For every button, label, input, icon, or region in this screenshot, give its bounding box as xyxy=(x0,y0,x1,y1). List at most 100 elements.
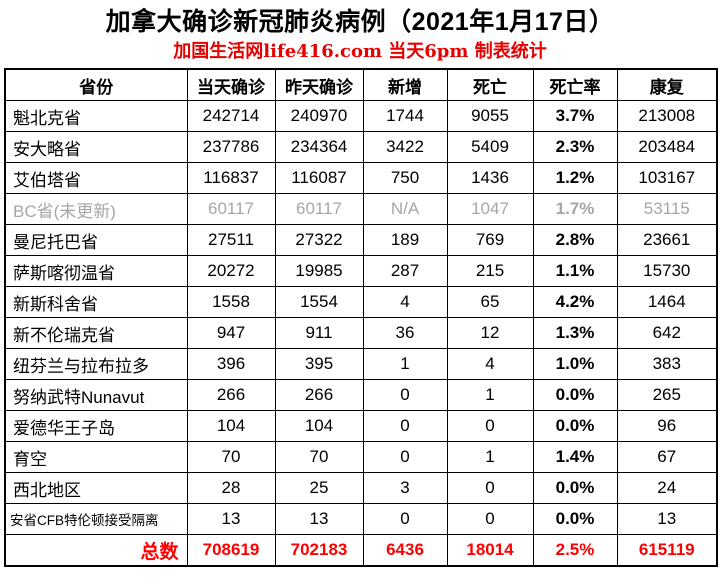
header-row: 省份 当天确诊 昨天确诊 新增 死亡 死亡率 康复 xyxy=(4,68,718,101)
cell-value: 5409 xyxy=(446,131,534,163)
table-row: 西北地区 28 25 3 0 0.0% 24 xyxy=(4,472,718,504)
cell-province: 曼尼托巴省 xyxy=(4,224,188,256)
column-header-1: 当天确诊 xyxy=(186,68,276,101)
cell-value: 27322 xyxy=(274,224,364,256)
cell-province: 总数 xyxy=(4,534,188,567)
cell-value: 0 xyxy=(362,441,448,473)
cell-value: 708619 xyxy=(186,534,276,567)
table-row: 安省CFB特伦顿接受隔离 13 13 0 0 0.0% 13 xyxy=(4,503,718,535)
cell-value: 6436 xyxy=(362,534,448,567)
covid-stats-table: 省份 当天确诊 昨天确诊 新增 死亡 死亡率 康复 魁北克省 242714 240970 1744… xyxy=(4,68,718,567)
cell-value: 615119 xyxy=(616,534,718,567)
cell-value: 242714 xyxy=(186,100,276,132)
cell-province: BC省(未更新) xyxy=(4,193,188,225)
cell-value: 23661 xyxy=(616,224,718,256)
cell-value: N/A xyxy=(362,193,448,225)
cell-province: 新不伦瑞克省 xyxy=(4,317,188,349)
cell-value: 396 xyxy=(186,348,276,380)
cell-value: 116087 xyxy=(274,162,364,194)
cell-value: 4.2% xyxy=(532,286,618,318)
cell-province: 新斯科舍省 xyxy=(4,286,188,318)
cell-value: 1047 xyxy=(446,193,534,225)
cell-value: 1.3% xyxy=(532,317,618,349)
cell-value: 9055 xyxy=(446,100,534,132)
cell-value: 1 xyxy=(362,348,448,380)
cell-value: 24 xyxy=(616,472,718,504)
cell-value: 60117 xyxy=(274,193,364,225)
cell-province: 安大略省 xyxy=(4,131,188,163)
column-header-4: 死亡 xyxy=(446,68,534,101)
cell-value: 0 xyxy=(362,410,448,442)
cell-value: 189 xyxy=(362,224,448,256)
cell-value: 769 xyxy=(446,224,534,256)
cell-value: 3.7% xyxy=(532,100,618,132)
cell-value: 1.7% xyxy=(532,193,618,225)
cell-value: 116837 xyxy=(186,162,276,194)
cell-value: 702183 xyxy=(274,534,364,567)
cell-value: 12 xyxy=(446,317,534,349)
cell-value: 13 xyxy=(616,503,718,535)
page-title: 加拿大确诊新冠肺炎病例（2021年1月17日） xyxy=(105,8,615,36)
cell-value: 240970 xyxy=(274,100,364,132)
cell-value: 0.0% xyxy=(532,472,618,504)
cell-value: 203484 xyxy=(616,131,718,163)
cell-value: 0 xyxy=(362,503,448,535)
table-row: 艾伯塔省 116837 116087 750 1436 1.2% 103167 xyxy=(4,162,718,194)
cell-value: 36 xyxy=(362,317,448,349)
cell-value: 750 xyxy=(362,162,448,194)
cell-value: 1436 xyxy=(446,162,534,194)
table-row: 萨斯喀彻温省 20272 19985 287 215 1.1% 15730 xyxy=(4,255,718,287)
cell-value: 287 xyxy=(362,255,448,287)
cell-value: 65 xyxy=(446,286,534,318)
cell-value: 3 xyxy=(362,472,448,504)
cell-value: 1.0% xyxy=(532,348,618,380)
cell-value: 0 xyxy=(362,379,448,411)
cell-value: 265 xyxy=(616,379,718,411)
cell-value: 60117 xyxy=(186,193,276,225)
cell-province: 爱德华王子岛 xyxy=(4,410,188,442)
column-header-2: 昨天确诊 xyxy=(274,68,364,101)
cell-value: 0.0% xyxy=(532,379,618,411)
cell-value: 96 xyxy=(616,410,718,442)
cell-value: 2.3% xyxy=(532,131,618,163)
cell-province: 纽芬兰与拉布拉多 xyxy=(4,348,188,380)
cell-value: 15730 xyxy=(616,255,718,287)
table-row: 育空 70 70 0 1 1.4% 67 xyxy=(4,441,718,473)
table-row: 曼尼托巴省 27511 27322 189 769 2.8% 23661 xyxy=(4,224,718,256)
cell-value: 213008 xyxy=(616,100,718,132)
cell-value: 0.0% xyxy=(532,503,618,535)
cell-value: 13 xyxy=(186,503,276,535)
cell-value: 0 xyxy=(446,472,534,504)
table-row: 新斯科舍省 1558 1554 4 65 4.2% 1464 xyxy=(4,286,718,318)
cell-province: 萨斯喀彻温省 xyxy=(4,255,188,287)
cell-value: 642 xyxy=(616,317,718,349)
cell-value: 1744 xyxy=(362,100,448,132)
cell-province: 努纳武特Nunavut xyxy=(4,379,188,411)
cell-value: 266 xyxy=(274,379,364,411)
cell-value: 27511 xyxy=(186,224,276,256)
cell-value: 2.8% xyxy=(532,224,618,256)
cell-value: 1464 xyxy=(616,286,718,318)
page-subtitle: 加国生活网life416.com 当天6pm 制表统计 xyxy=(173,41,547,62)
cell-value: 1.2% xyxy=(532,162,618,194)
table-row: 爱德华王子岛 104 104 0 0 0.0% 96 xyxy=(4,410,718,442)
column-header-3: 新增 xyxy=(362,68,448,101)
table-row: 总数 708619 702183 6436 18014 2.5% 615119 xyxy=(4,534,718,567)
cell-value: 25 xyxy=(274,472,364,504)
column-header-5: 死亡率 xyxy=(532,68,618,101)
cell-value: 20272 xyxy=(186,255,276,287)
cell-value: 1.4% xyxy=(532,441,618,473)
cell-value: 1 xyxy=(446,441,534,473)
column-header-0: 省份 xyxy=(4,68,188,101)
cell-value: 0 xyxy=(446,503,534,535)
cell-value: 2.5% xyxy=(532,534,618,567)
cell-value: 234364 xyxy=(274,131,364,163)
cell-value: 266 xyxy=(186,379,276,411)
cell-value: 383 xyxy=(616,348,718,380)
cell-value: 237786 xyxy=(186,131,276,163)
cell-value: 53115 xyxy=(616,193,718,225)
cell-value: 0 xyxy=(446,410,534,442)
page: 加拿大确诊新冠肺炎病例（2021年1月17日） 加国生活网life416.com… xyxy=(0,6,720,567)
cell-value: 103167 xyxy=(616,162,718,194)
cell-value: 19985 xyxy=(274,255,364,287)
